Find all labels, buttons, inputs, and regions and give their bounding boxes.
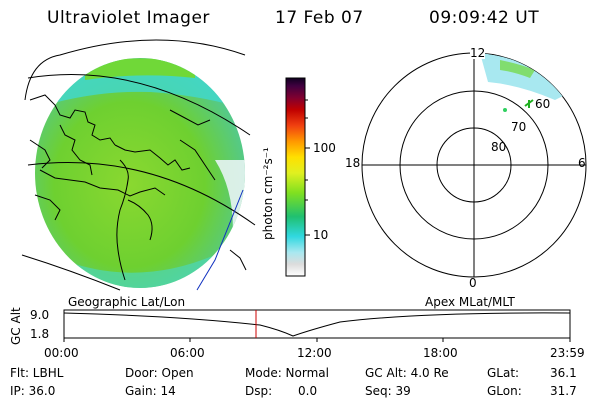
altitude-curve [63, 312, 571, 337]
colorbar-label-100: 100 [313, 141, 336, 155]
altitude-plot [63, 309, 571, 342]
altitude-ytick-min: 1.8 [30, 327, 50, 341]
mlt-label-6: 6 [578, 156, 586, 170]
altitude-xtick-3: 18:00 [423, 346, 458, 360]
colorbar-gradient [285, 77, 306, 277]
info-glat-value: 36.1 [550, 366, 577, 380]
info-glat-label: GLat: [487, 366, 520, 380]
polar-dot-green [503, 108, 507, 112]
mlt-label-0: 0 [469, 276, 477, 290]
colorbar-label-10: 10 [313, 228, 329, 242]
track-line [196, 189, 244, 291]
info-glon-label: GLon: [487, 384, 522, 398]
info-glon-value: 31.7 [550, 384, 577, 398]
altitude-xtick-2: 12:00 [297, 346, 332, 360]
coast-right-fragment [229, 249, 247, 271]
colorbar [285, 77, 310, 277]
lat-label-70: 70 [511, 120, 527, 134]
mlt-label-12: 12 [470, 46, 486, 60]
altitude-xtick-0: 00:00 [44, 346, 79, 360]
info-seq: Seq: 39 [365, 384, 411, 398]
polar-plot [361, 52, 587, 278]
altitude-ytick-max: 9.0 [30, 308, 50, 322]
instrument-title: Ultraviolet Imager [47, 8, 210, 28]
time-label: 09:09:42 UT [429, 8, 540, 28]
colorbar-units: photon cm⁻²s⁻¹ [261, 147, 275, 240]
coastlines [29, 94, 216, 281]
apex-caption: Apex MLat/MLT [425, 295, 515, 309]
altitude-frame [63, 309, 571, 339]
info-door: Door: Open [125, 366, 194, 380]
altitude-ylabel: GC Alt [9, 307, 23, 345]
info-dsp-value: 0.0 [298, 384, 318, 398]
info-mode: Mode: Normal [245, 366, 329, 380]
lat-label-80: 80 [491, 140, 507, 154]
altitude-xticks [63, 338, 571, 342]
date-label: 17 Feb 07 [275, 8, 364, 28]
info-gcalt: GC Alt: 4.0 Re [365, 366, 449, 380]
polar-spacecraft-marker [524, 99, 534, 108]
earth-disk [35, 58, 245, 288]
altitude-xtick-4: 23:59 [550, 346, 585, 360]
info-flt: Flt: LBHL [10, 366, 64, 380]
lat-label-60: 60 [535, 97, 551, 111]
geographic-image [21, 39, 256, 291]
info-ip: IP: 36.0 [10, 384, 56, 398]
info-gain: Gain: 14 [125, 384, 176, 398]
mlt-label-18: 18 [345, 156, 361, 170]
info-dsp-label: Dsp: [245, 384, 273, 398]
polar-aurora-green [500, 60, 535, 78]
geo-grid [21, 39, 256, 291]
green-top-patch [85, 58, 195, 80]
altitude-xtick-1: 06:00 [170, 346, 205, 360]
geographic-caption: Geographic Lat/Lon [68, 295, 186, 309]
